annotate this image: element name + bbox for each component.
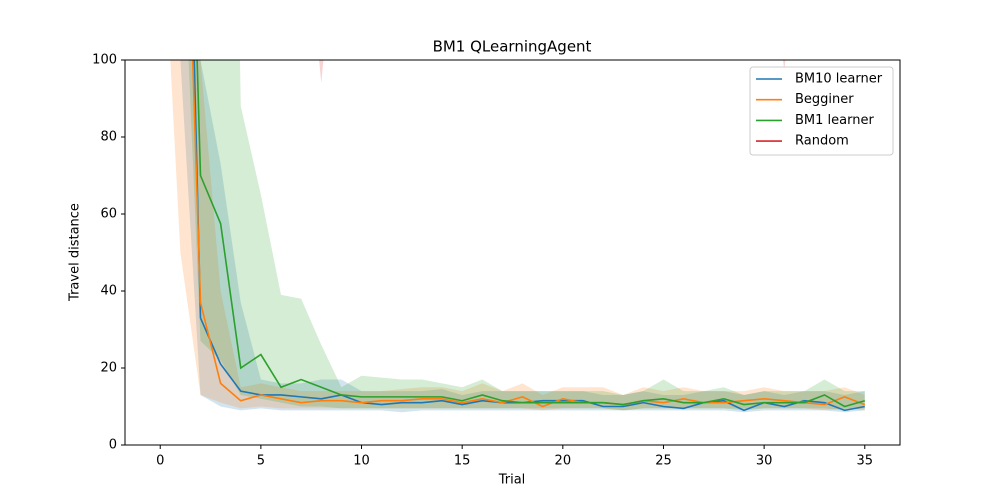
axes-frame [124, 59, 901, 446]
x-tick-label: 35 [856, 454, 873, 469]
confidence-band [188, 60, 865, 411]
x-axis-label: Trial [498, 473, 526, 488]
y-tick-label: 80 [100, 130, 117, 145]
x-tick-label: 10 [353, 454, 370, 469]
series-line [191, 60, 866, 408]
legend-label: Random [795, 134, 849, 149]
chart-title: BM1 QLearningAgent [433, 38, 592, 56]
series-line [196, 60, 865, 408]
legend-label: Begginer [795, 92, 854, 107]
y-tick-label: 40 [100, 284, 117, 299]
y-tick-label: 60 [100, 207, 117, 222]
legend-label: BM1 learner [795, 113, 874, 128]
y-tick-label: 100 [92, 53, 117, 68]
confidence-band [180, 60, 865, 413]
y-axis-label: Travel distance [68, 203, 83, 302]
legend-label: BM10 learner [795, 72, 883, 87]
legend-box [749, 66, 894, 156]
x-tick-label: 5 [257, 454, 265, 469]
y-tick-label: 0 [109, 438, 117, 453]
x-tick-label: 30 [756, 454, 773, 469]
y-tick-label: 20 [100, 361, 117, 376]
plot-area [170, 60, 866, 413]
x-tick-label: 25 [655, 454, 672, 469]
x-tick-label: 15 [454, 454, 471, 469]
series-line [193, 60, 865, 412]
x-tick-label: 20 [555, 454, 572, 469]
x-tick-label: 0 [156, 454, 164, 469]
